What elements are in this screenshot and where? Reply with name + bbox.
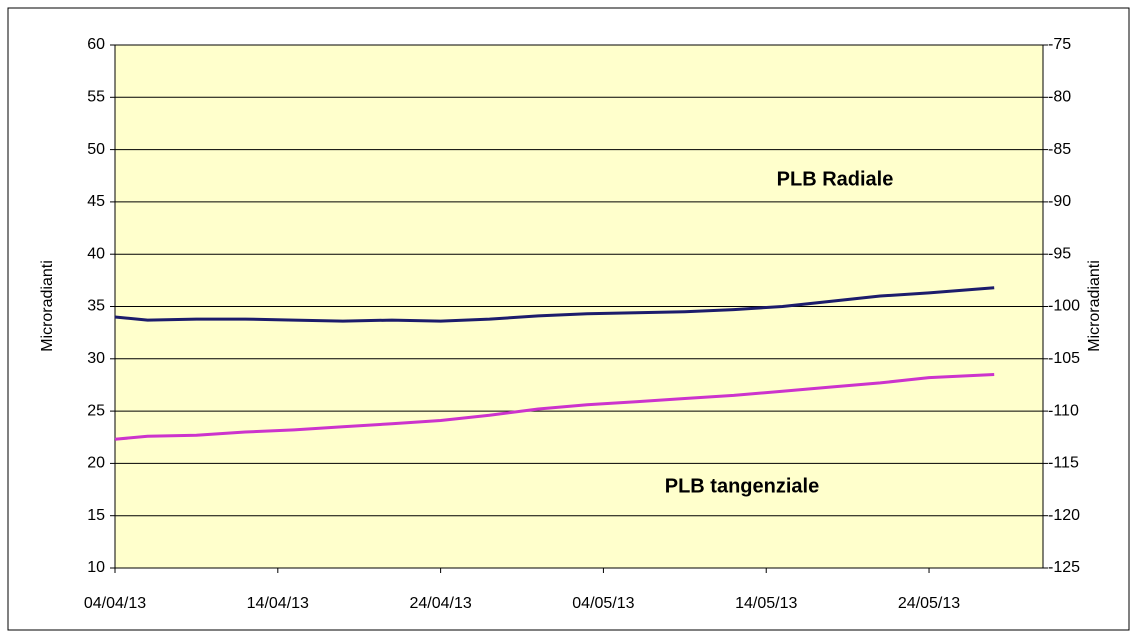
y-tick-label: 25 xyxy=(87,402,105,419)
y-tick-label: 35 xyxy=(87,298,105,315)
y2-tick-label: -115 xyxy=(1048,455,1079,472)
series-line xyxy=(114,286,995,323)
x-tick-label: 24/05/13 xyxy=(898,595,960,612)
annotation: PLB tangenziale xyxy=(665,475,819,497)
y-tick-label: 40 xyxy=(87,245,105,262)
series-line xyxy=(114,373,995,441)
y-tick-label: 15 xyxy=(87,507,105,524)
y2-tick-label: -105 xyxy=(1048,350,1080,367)
y-tick-label: 10 xyxy=(87,559,105,576)
y-axis-title: Microradianti xyxy=(39,260,56,352)
y2-tick-label: -80 xyxy=(1048,89,1071,106)
y2-tick-label: -110 xyxy=(1048,402,1079,419)
y-tick-label: 45 xyxy=(87,193,105,210)
y2-tick-label: -120 xyxy=(1048,507,1080,524)
y2-axis-title: Microradianti xyxy=(1086,260,1103,352)
x-tick-label: 24/04/13 xyxy=(409,595,471,612)
y-tick-label: 55 xyxy=(87,89,105,106)
y-tick-label: 50 xyxy=(87,141,105,158)
y-tick-label: 60 xyxy=(87,36,105,53)
y2-tick-label: -125 xyxy=(1048,559,1080,576)
y-tick-label: 30 xyxy=(87,350,105,367)
x-tick-label: 04/04/13 xyxy=(84,595,146,612)
y2-tick-label: -100 xyxy=(1048,298,1080,315)
x-tick-label: 04/05/13 xyxy=(572,595,634,612)
x-tick-label: 14/05/13 xyxy=(735,595,797,612)
y2-tick-label: -85 xyxy=(1048,141,1071,158)
y2-tick-label: -95 xyxy=(1048,245,1071,262)
y2-tick-label: -75 xyxy=(1048,36,1071,53)
annotation: PLB Radiale xyxy=(777,168,894,190)
y-tick-label: 20 xyxy=(87,455,105,472)
y2-tick-label: -90 xyxy=(1048,193,1071,210)
x-tick-label: 14/04/13 xyxy=(247,595,309,612)
